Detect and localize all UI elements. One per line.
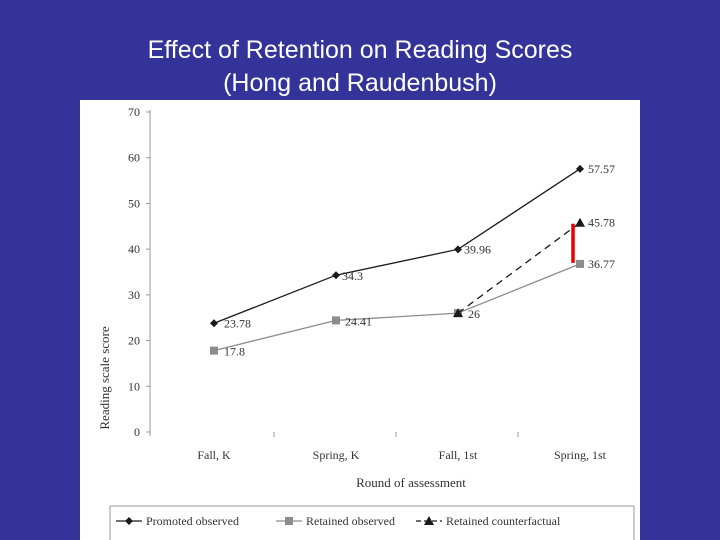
x-tick-label: Spring, K xyxy=(313,448,360,462)
legend-label: Retained counterfactual xyxy=(446,514,561,528)
legend-box xyxy=(109,505,635,540)
y-tick-label: 20 xyxy=(128,334,140,348)
x-tick-label: Fall, K xyxy=(197,448,231,462)
series-marker xyxy=(453,308,463,318)
legend: Promoted observed Retained observed Retain… xyxy=(109,505,635,540)
series-line xyxy=(213,263,581,352)
slide-title-line-1: Effect of Retention on Reading Scores xyxy=(147,36,573,64)
series-line xyxy=(457,222,581,314)
y-tick-label: 0 xyxy=(134,425,140,439)
series-marker xyxy=(210,319,218,328)
legend-marker xyxy=(125,517,133,525)
series-marker xyxy=(575,217,585,227)
series-marker xyxy=(576,164,584,173)
slide-title-line-2: (Hong and Raudenbush) xyxy=(223,69,497,97)
data-label: 24.41 xyxy=(345,314,372,328)
data-label: 36.77 xyxy=(588,257,615,271)
chart-panel: 0 10 20 30 40 50 60 70 Fall, K Spring, K Fall, 1s… xyxy=(80,100,640,540)
y-axis-title: Reading scale score xyxy=(97,326,112,429)
series-marker xyxy=(332,271,340,280)
data-label: 23.78 xyxy=(224,316,251,330)
series-marker xyxy=(576,259,584,268)
x-tick-label: Fall, 1st xyxy=(439,448,478,462)
data-label: 57.57 xyxy=(588,162,615,176)
series-marker xyxy=(332,316,340,325)
data-label: 17.8 xyxy=(224,345,245,359)
data-label: 26 xyxy=(468,307,480,321)
line-chart: 0 10 20 30 40 50 60 70 Fall, K Spring, K Fall, 1s… xyxy=(97,105,635,540)
series-marker xyxy=(210,346,218,355)
data-label: 45.78 xyxy=(588,216,615,230)
data-labels: 23.78 34.3 39.96 57.57 17.8 24.41 26 36.77 45.78 xyxy=(224,162,615,359)
y-tick-label: 40 xyxy=(128,242,140,256)
y-tick-label: 30 xyxy=(128,288,140,302)
x-axis-title: Round of assessment xyxy=(356,475,466,490)
legend-marker xyxy=(285,517,293,525)
series-lines xyxy=(210,164,585,355)
y-tick-label: 10 xyxy=(128,379,140,393)
y-tick-label: 50 xyxy=(128,196,140,210)
slide-title: Effect of Retention on Reading Scores (H… xyxy=(0,34,720,100)
x-tick-label: Spring, 1st xyxy=(554,448,607,462)
series-line xyxy=(213,168,581,324)
y-tick-label: 60 xyxy=(128,151,140,165)
legend-label: Retained observed xyxy=(306,514,395,528)
legend-marker xyxy=(424,516,434,525)
legend-label: Promoted observed xyxy=(146,514,239,528)
x-axis: Fall, K Spring, K Fall, 1st Spring, 1st xyxy=(197,432,607,462)
y-tick-label: 70 xyxy=(128,105,140,119)
y-axis: 0 10 20 30 40 50 60 70 xyxy=(128,105,151,439)
data-label: 34.3 xyxy=(342,269,363,283)
data-label: 39.96 xyxy=(464,242,491,256)
series-marker xyxy=(454,245,462,254)
